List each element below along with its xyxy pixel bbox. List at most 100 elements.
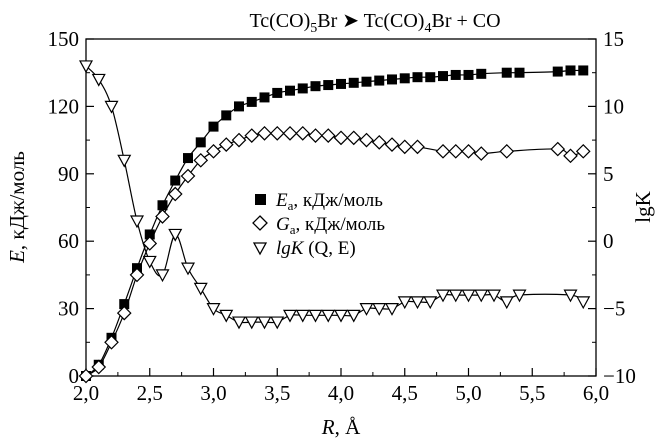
data-point-lgk [180,262,196,276]
x-tick-label: 4,0 [328,381,354,405]
data-point-ga [257,126,272,141]
data-point-lgk [346,309,361,323]
x-tick-label: 2,0 [73,381,99,405]
data-point-ga [167,186,183,202]
right-y-axis-label: lgK [631,191,655,223]
data-point-ga [104,334,119,350]
left-y-axis-label: E, кДж/моль [5,151,29,264]
right-y-tick-label: 0 [603,229,614,253]
x-axis-ticks: 2,0 2,5 3,0 3,5 4,0 4,5 5,0 5,5 6,0 [73,368,609,405]
data-point-lgk [104,100,119,114]
data-point-ea [565,65,576,76]
left-y-tick-label: 150 [48,27,80,51]
data-point-ga [359,132,374,148]
data-point-ga [384,137,400,152]
title-part-3: Tc(CO) [359,10,424,32]
legend-lgk-rest: (Q, E) [303,238,355,259]
data-point-ga [397,139,413,155]
right-y-tick-label: 5 [603,162,614,186]
data-point-ga [320,128,336,143]
data-point-lgk [155,269,170,283]
data-point-ga [308,128,323,143]
data-point-ga [155,209,170,224]
data-point-ga [346,130,362,146]
left-y-tick-label: 60 [58,229,79,253]
left-y-tick-label: 30 [58,297,79,321]
x-tick-label: 6,0 [583,381,609,405]
right-y-tick-label: −10 [603,364,636,388]
chart-title: Tc(CO)5Br ➤ Tc(CO)4Br + CO [249,10,500,36]
data-point-ga [91,359,107,375]
data-point-ea [399,73,410,84]
x-tick-label: 2,5 [137,381,163,405]
title-part-4: Br + CO [431,10,500,32]
data-point-ga [193,152,209,168]
data-point-ea [259,92,270,103]
data-point-lgk [486,289,502,303]
data-point-ga [499,143,515,159]
x-axis-label-unit: , Å [335,415,362,439]
data-point-ga [333,130,349,146]
data-point-ga [231,132,247,148]
data-point-ea [578,65,589,76]
data-point-ga [180,168,196,184]
data-point-lgk [333,309,349,323]
data-point-ea [374,75,385,86]
data-point-ea [170,175,181,186]
data-point-ga [129,267,145,283]
title-part-2: Br [317,10,342,32]
data-point-lgk [461,289,476,303]
data-point-lgk [91,73,106,87]
data-point-ea [450,69,461,80]
data-point-ea [438,71,448,82]
data-point-ea [501,67,512,78]
data-point-ea [221,110,232,121]
data-point-ea [234,101,244,112]
data-point-ea [208,121,219,132]
x-tick-label: 5,5 [519,381,545,405]
data-point-ea [463,69,474,80]
x-axis-label: R, Å [321,415,361,439]
right-y-tick-label: 10 [603,94,624,118]
data-point-ga [218,137,234,152]
x-tick-label: 4,5 [392,381,418,405]
legend-ea-var: E [275,190,288,211]
legend-ga-var: G [276,214,290,235]
data-point-ea [297,83,308,94]
legend-marker-lgk [252,242,268,256]
data-point-ea [183,153,193,164]
legend-ea-rest: , кДж/моль [293,190,383,211]
data-point-lgk [563,289,578,303]
data-point-ea [195,137,206,148]
left-y-axis-label-var: E [5,250,29,264]
data-point-lgk [372,303,387,316]
series-layer [78,60,591,384]
right-y-axis-ticks: −10 −5 0 5 10 15 [588,27,636,388]
data-point-lgk [410,296,425,310]
data-point-lgk [168,228,183,242]
data-point-lgk [499,296,514,310]
data-point-ga [116,305,132,321]
data-point-ga [461,143,476,159]
data-point-ga [269,126,285,141]
data-point-ea [514,67,525,78]
data-point-lgk [231,316,247,330]
title-part-1: Tc(CO) [249,10,310,32]
data-point-ga [563,148,578,164]
data-point-lgk [282,309,298,323]
data-point-ea [285,85,295,96]
x-tick-label: 5,0 [455,381,481,405]
x-tick-label: 3,0 [200,381,226,405]
data-point-ea [425,72,436,83]
data-point-ga [206,143,221,159]
left-y-tick-label: 0 [69,364,80,388]
x-axis-label-var: R [321,415,335,439]
data-point-ga [575,143,591,159]
data-point-ea [412,72,423,83]
data-point-ga [448,143,464,159]
data-point-ea [144,229,155,240]
data-point-lgk [129,215,145,229]
data-point-ea [348,77,359,88]
data-point-lgk [308,309,323,323]
data-point-ea [361,76,372,87]
